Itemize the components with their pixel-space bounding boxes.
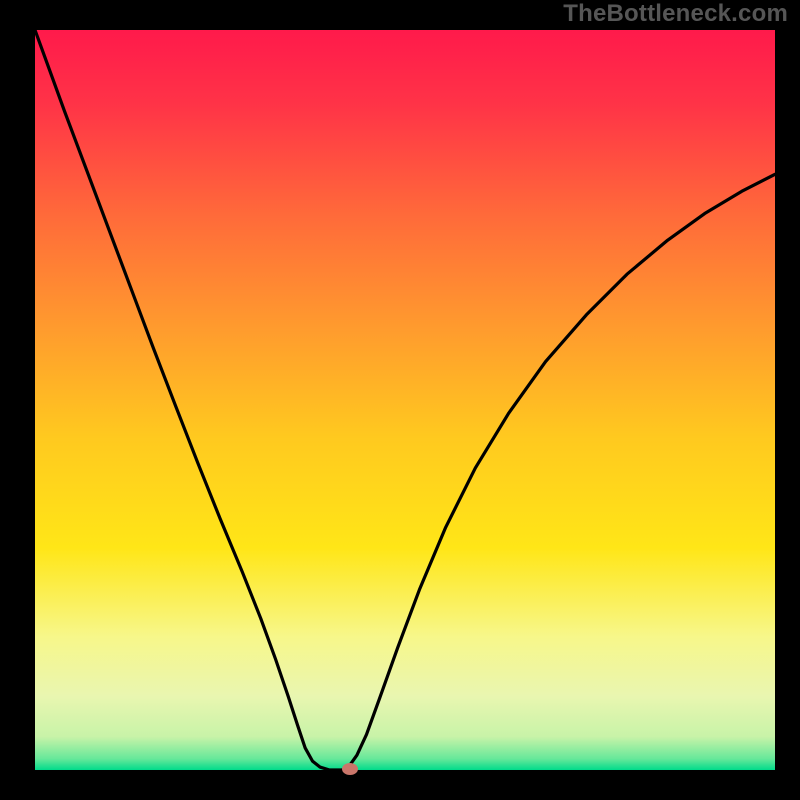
chart-frame: TheBottleneck.com [0, 0, 800, 800]
minimum-marker [342, 763, 358, 775]
plot-area [35, 30, 775, 770]
watermark-text: TheBottleneck.com [563, 0, 788, 28]
